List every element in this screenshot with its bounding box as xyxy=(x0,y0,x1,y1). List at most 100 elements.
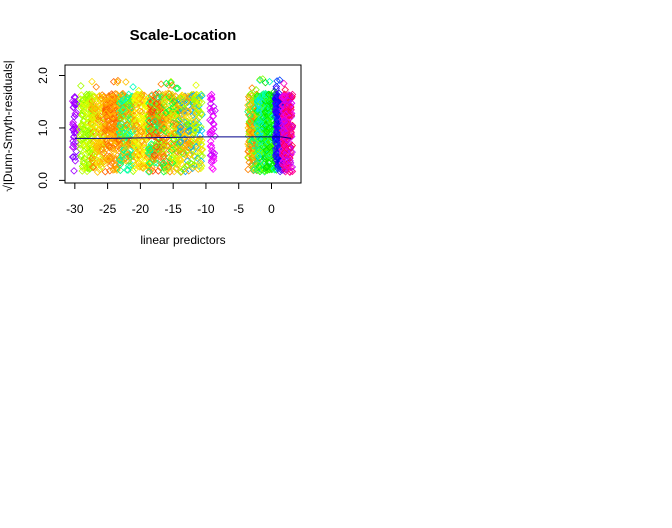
scatter-point xyxy=(176,142,184,150)
scatter-point xyxy=(72,108,81,117)
scatter-point xyxy=(134,86,143,95)
scatter-point xyxy=(280,166,289,175)
scatter-point xyxy=(167,153,176,162)
scatter-point xyxy=(78,110,87,118)
scatter-point xyxy=(172,84,181,93)
scatter-point xyxy=(154,112,163,120)
scatter-point xyxy=(195,107,203,116)
x-tick-label: -15 xyxy=(164,202,182,216)
scatter-point xyxy=(97,163,106,171)
scatter-point xyxy=(69,153,78,161)
scatter-point xyxy=(176,94,184,102)
scatter-point xyxy=(245,158,254,167)
scatter-point xyxy=(253,120,262,129)
scatter-point xyxy=(89,137,97,145)
scatter-point xyxy=(285,105,293,114)
scatter-point xyxy=(197,98,206,107)
scatter-point xyxy=(191,102,199,110)
scatter-point xyxy=(247,90,255,98)
scatter-point xyxy=(111,127,119,135)
scatter-point xyxy=(262,146,271,155)
scatter-point xyxy=(135,99,143,108)
scatter-point xyxy=(280,141,289,150)
scatter-point xyxy=(182,120,191,129)
scatter-point xyxy=(246,105,254,114)
scatter-point xyxy=(263,162,271,171)
scatter-point xyxy=(280,79,288,88)
scatter-point xyxy=(146,150,154,159)
scatter-point xyxy=(130,119,139,128)
scatter-point xyxy=(150,99,159,108)
scatter-point xyxy=(150,151,159,159)
scatter-point xyxy=(263,131,271,139)
scatter-point xyxy=(262,136,271,144)
scatter-point xyxy=(196,158,204,167)
scatter-point xyxy=(150,93,158,102)
scatter-point xyxy=(82,90,91,99)
scatter-point xyxy=(88,115,97,124)
scatter-point xyxy=(161,100,170,108)
scatter-point xyxy=(122,78,130,86)
scatter-point xyxy=(286,156,294,165)
scatter-point xyxy=(173,84,182,93)
scatter-point xyxy=(168,139,177,148)
scatter-point xyxy=(120,132,129,140)
scatter-point xyxy=(206,130,214,138)
scatter-point xyxy=(76,145,85,153)
scatter-point xyxy=(173,106,181,114)
scatter-point xyxy=(100,160,109,168)
scatter-point xyxy=(265,151,274,159)
scatter-point xyxy=(183,160,192,169)
scatter-point xyxy=(134,153,142,161)
scatter-point xyxy=(105,141,113,150)
scatter-point xyxy=(180,149,188,158)
scatter-point xyxy=(158,90,167,99)
scatter-point xyxy=(261,159,269,168)
scatter-point xyxy=(164,99,172,108)
scatter-point xyxy=(197,145,206,154)
scatter-point xyxy=(115,140,124,149)
scatter-point xyxy=(271,94,280,102)
scatter-point xyxy=(165,106,173,115)
scatter-point xyxy=(169,112,177,120)
scatter-point xyxy=(140,140,148,149)
scatter-point xyxy=(89,127,98,136)
scatter-point xyxy=(265,158,274,167)
scatter-point xyxy=(275,76,284,84)
y-axis-label: √|Dunn-Smyth-residuals| xyxy=(1,60,15,192)
scatter-point xyxy=(137,127,146,136)
scatter-point xyxy=(89,95,97,104)
scatter-point xyxy=(170,111,179,120)
scatter-point xyxy=(109,136,118,144)
scatter-point xyxy=(115,156,124,164)
x-tick-label: -20 xyxy=(132,202,150,216)
scatter-point xyxy=(280,92,289,100)
scatter-point xyxy=(145,116,153,125)
scatter-point xyxy=(191,126,200,134)
scatter-point xyxy=(165,90,173,98)
scatter-point xyxy=(130,165,139,174)
scatter-point xyxy=(102,144,111,153)
scatter-point xyxy=(259,121,268,129)
scatter-point xyxy=(179,166,188,174)
scatter-point xyxy=(103,94,112,102)
scatter-point xyxy=(206,142,215,151)
scatter-point xyxy=(249,153,257,162)
scatter-point xyxy=(154,167,163,175)
scatter-point xyxy=(69,125,78,134)
y-tick-label: 1.0 xyxy=(36,119,50,136)
scatter-point xyxy=(106,162,115,170)
scatter-point xyxy=(134,101,143,109)
y-axis: 0.0 1.0 2.0 xyxy=(36,67,66,189)
scatter-point xyxy=(118,97,126,106)
scatter-point xyxy=(132,122,141,130)
scatter-point xyxy=(166,139,175,148)
scatter-point xyxy=(206,116,214,124)
scatter-point xyxy=(170,140,178,149)
scatter-point xyxy=(282,131,291,140)
scatter-point xyxy=(89,149,98,157)
scatter-point xyxy=(287,150,295,159)
scatter-point xyxy=(254,118,263,127)
scatter-point xyxy=(273,77,281,85)
scatter-point xyxy=(272,107,281,115)
